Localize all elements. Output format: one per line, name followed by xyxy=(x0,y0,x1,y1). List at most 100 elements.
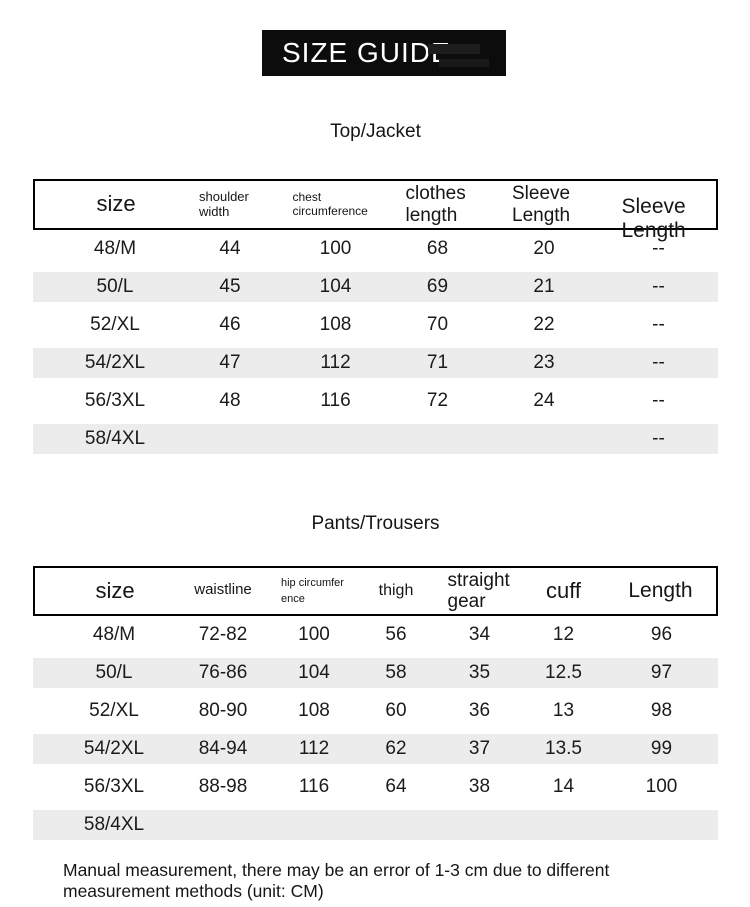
cell-cuff: 13 xyxy=(522,692,605,731)
cell-waistline: 88-98 xyxy=(173,768,273,807)
size-guide-title: SIZE GUIDE xyxy=(282,37,451,68)
table-row: 54/2XL 47 112 71 23 -- xyxy=(33,344,718,383)
cell-hip-circumference: 116 xyxy=(273,768,355,807)
cell-chest-circumference: 104 xyxy=(285,268,386,307)
column-header-hip-circumference: hip circumference xyxy=(273,566,355,617)
cell-clothes-length xyxy=(386,420,489,459)
cell-shoulder-width: 44 xyxy=(175,230,285,269)
column-header-length: Length xyxy=(605,566,718,617)
column-header-size: size xyxy=(33,179,175,231)
cell-size: 48/M xyxy=(33,616,173,655)
pants-trousers-table: size waistline hip circumference thigh s… xyxy=(33,566,718,845)
cell-clothes-length: 69 xyxy=(386,268,489,307)
cell-sleeve-length-2: -- xyxy=(599,382,718,421)
cell-hip-circumference: 108 xyxy=(273,692,355,731)
cell-cuff: 13.5 xyxy=(522,730,605,769)
cell-length xyxy=(605,806,718,845)
size-guide-banner: SIZE GUIDE xyxy=(262,30,506,76)
table-row: 54/2XL 84-94 112 62 37 13.5 99 xyxy=(33,730,718,769)
cell-waistline: 72-82 xyxy=(173,616,273,655)
cell-size: 58/4XL xyxy=(33,806,173,845)
cell-shoulder-width: 47 xyxy=(175,344,285,383)
cell-waistline xyxy=(173,806,273,845)
cell-size: 52/XL xyxy=(33,306,175,345)
cell-sleeve-length: 24 xyxy=(489,382,599,421)
table-row: 58/4XL -- xyxy=(33,420,718,459)
table-row: 50/L 76-86 104 58 35 12.5 97 xyxy=(33,654,718,693)
cell-size: 56/3XL xyxy=(33,768,173,807)
cell-size: 54/2XL xyxy=(33,730,173,769)
cell-length: 100 xyxy=(605,768,718,807)
cell-clothes-length: 68 xyxy=(386,230,489,269)
cell-sleeve-length-2: -- xyxy=(599,306,718,345)
cell-chest-circumference: 116 xyxy=(285,382,386,421)
cell-chest-circumference xyxy=(285,420,386,459)
cell-straight-gear: 35 xyxy=(437,654,522,693)
cell-size: 56/3XL xyxy=(33,382,175,421)
top-jacket-table: size shoulder width chest circumference … xyxy=(33,179,718,459)
cell-length: 97 xyxy=(605,654,718,693)
cell-straight-gear xyxy=(437,806,522,845)
section-heading-pants-trousers: Pants/Trousers xyxy=(311,513,440,535)
column-header-straight-gear: straight gear xyxy=(437,566,522,617)
cell-shoulder-width xyxy=(175,420,285,459)
table-row: 58/4XL xyxy=(33,806,718,845)
cell-waistline: 80-90 xyxy=(173,692,273,731)
table-row: 48/M 44 100 68 20 -- xyxy=(33,230,718,269)
cell-straight-gear: 34 xyxy=(437,616,522,655)
column-header-chest-circumference: chest circumference xyxy=(285,179,386,231)
cell-length: 96 xyxy=(605,616,718,655)
cell-waistline: 84-94 xyxy=(173,730,273,769)
cell-chest-circumference: 112 xyxy=(285,344,386,383)
cell-length: 99 xyxy=(605,730,718,769)
cell-sleeve-length-2: -- xyxy=(599,230,718,269)
cell-clothes-length: 71 xyxy=(386,344,489,383)
cell-clothes-length: 70 xyxy=(386,306,489,345)
cell-shoulder-width: 45 xyxy=(175,268,285,307)
cell-hip-circumference xyxy=(273,806,355,845)
section-heading-top-jacket: Top/Jacket xyxy=(330,121,421,142)
table-row: 56/3XL 88-98 116 64 38 14 100 xyxy=(33,768,718,807)
column-header-sleeve-length: Sleeve Length xyxy=(489,179,599,231)
cell-hip-circumference: 104 xyxy=(273,654,355,693)
cell-size: 58/4XL xyxy=(33,420,175,459)
cell-sleeve-length: 23 xyxy=(489,344,599,383)
cell-shoulder-width: 46 xyxy=(175,306,285,345)
column-header-cuff: cuff xyxy=(522,566,605,617)
cell-clothes-length: 72 xyxy=(386,382,489,421)
table-row: 56/3XL 48 116 72 24 -- xyxy=(33,382,718,421)
cell-size: 50/L xyxy=(33,654,173,693)
cell-size: 54/2XL xyxy=(33,344,175,383)
measurement-disclaimer: Manual measurement, there may be an erro… xyxy=(63,860,610,902)
cell-length: 98 xyxy=(605,692,718,731)
cell-cuff xyxy=(522,806,605,845)
cell-sleeve-length-2: -- xyxy=(599,344,718,383)
table-row: 52/XL 80-90 108 60 36 13 98 xyxy=(33,692,718,731)
table-row: 48/M 72-82 100 56 34 12 96 xyxy=(33,616,718,655)
pants-trousers-header-row: size waistline hip circumference thigh s… xyxy=(33,566,718,617)
cell-cuff: 14 xyxy=(522,768,605,807)
cell-size: 52/XL xyxy=(33,692,173,731)
cell-straight-gear: 37 xyxy=(437,730,522,769)
cell-cuff: 12 xyxy=(522,616,605,655)
column-header-thigh: thigh xyxy=(355,566,437,617)
cell-size: 50/L xyxy=(33,268,175,307)
cell-sleeve-length: 20 xyxy=(489,230,599,269)
cell-thigh: 64 xyxy=(355,768,437,807)
cell-sleeve-length: 21 xyxy=(489,268,599,307)
cell-thigh: 60 xyxy=(355,692,437,731)
cell-thigh xyxy=(355,806,437,845)
watermark-smudge xyxy=(428,44,480,54)
cell-thigh: 58 xyxy=(355,654,437,693)
cell-sleeve-length-2: -- xyxy=(599,420,718,459)
cell-shoulder-width: 48 xyxy=(175,382,285,421)
table-row: 50/L 45 104 69 21 -- xyxy=(33,268,718,307)
cell-chest-circumference: 100 xyxy=(285,230,386,269)
cell-hip-circumference: 112 xyxy=(273,730,355,769)
cell-straight-gear: 36 xyxy=(437,692,522,731)
cell-straight-gear: 38 xyxy=(437,768,522,807)
cell-thigh: 62 xyxy=(355,730,437,769)
cell-hip-circumference: 100 xyxy=(273,616,355,655)
cell-waistline: 76-86 xyxy=(173,654,273,693)
